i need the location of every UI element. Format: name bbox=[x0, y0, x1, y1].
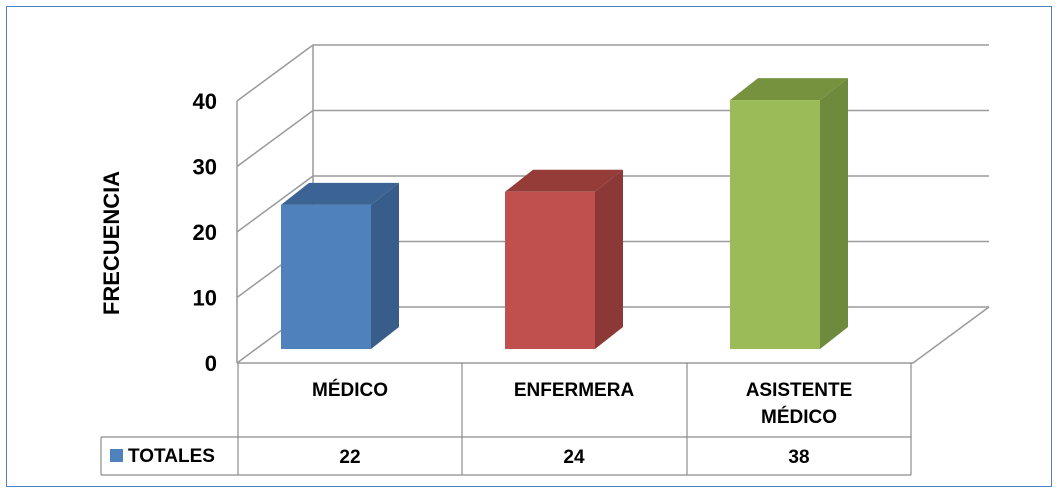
bar-3 bbox=[730, 78, 848, 349]
legend-swatch bbox=[110, 449, 123, 462]
bar-front bbox=[730, 100, 820, 349]
data-table: MÉDICO ENFERMERA ASISTENTE MÉDICO TOTALES 22 2… bbox=[100, 363, 912, 476]
bar-side bbox=[595, 169, 623, 349]
y-tick-label: 20 bbox=[193, 220, 217, 245]
bar-1 bbox=[281, 182, 399, 349]
bar-top bbox=[281, 182, 399, 205]
category-label: ASISTENTE bbox=[746, 380, 853, 401]
gridline bbox=[236, 109, 989, 168]
category-label: MÉDICO bbox=[312, 379, 388, 401]
value-label: 38 bbox=[788, 447, 809, 468]
bars bbox=[281, 78, 848, 349]
gridline bbox=[236, 44, 989, 102]
bar-side bbox=[820, 78, 848, 349]
y-tick-label: 10 bbox=[193, 286, 217, 311]
bar-front bbox=[281, 204, 371, 349]
chart-frame: 0 10 20 30 40 FRECUENCIA MÉDICO ENFERMERA ASIS… bbox=[6, 6, 1052, 487]
y-tick-labels: 0 10 20 30 40 bbox=[193, 89, 217, 376]
value-label: 22 bbox=[339, 447, 360, 468]
y-tick-label: 40 bbox=[193, 89, 217, 114]
value-label: 24 bbox=[563, 447, 585, 468]
y-axis-title: FRECUENCIA bbox=[99, 171, 124, 315]
bar-top bbox=[505, 169, 623, 192]
bar-2 bbox=[505, 169, 623, 349]
y-tick-label: 30 bbox=[193, 155, 217, 180]
category-label: ENFERMERA bbox=[514, 380, 635, 401]
bar-side bbox=[371, 182, 399, 349]
y-tick-label: 0 bbox=[205, 351, 217, 376]
legend-label: TOTALES bbox=[128, 446, 215, 467]
bar-top bbox=[730, 78, 848, 101]
bar-front bbox=[505, 191, 595, 349]
category-label: MÉDICO bbox=[761, 406, 837, 428]
bar-chart: 0 10 20 30 40 FRECUENCIA MÉDICO ENFERMERA ASIS… bbox=[99, 44, 990, 476]
